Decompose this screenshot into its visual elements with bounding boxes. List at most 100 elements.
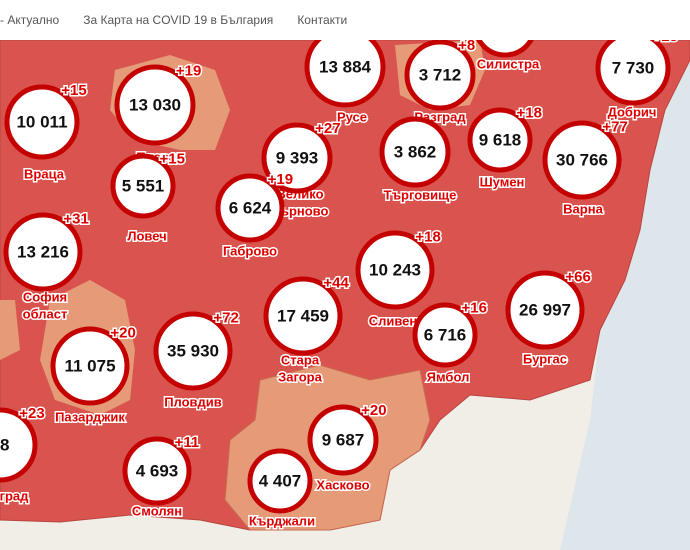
- marker-circle: [263, 276, 343, 356]
- new-cases: +16: [462, 300, 487, 317]
- case-count: 10 011: [16, 112, 67, 131]
- region-name: Варна: [563, 201, 603, 216]
- nav-link[interactable]: За Карта на COVID 19 в България: [83, 13, 274, 27]
- region-marker: 9 687 +20: [307, 400, 388, 476]
- nav-link[interactable]: Контакти: [297, 13, 348, 27]
- marker-circle: [307, 404, 379, 476]
- case-count: 26 997: [519, 300, 571, 319]
- region-name: Ямбол: [427, 369, 470, 384]
- marker-circle: [476, 40, 534, 58]
- new-cases: +20: [110, 324, 135, 341]
- marker-circle: [467, 107, 533, 173]
- sea: [560, 40, 690, 550]
- marker-circle: [50, 326, 130, 406]
- new-cases: +77: [602, 118, 627, 135]
- region-marker: 26 997 +66: [505, 267, 592, 350]
- region-marker: 9 618 +18: [467, 103, 543, 173]
- new-cases: +20: [361, 402, 386, 419]
- new-cases: +8: [458, 40, 475, 54]
- nav-bar: - Актуално За Карта на COVID 19 в Българ…: [0, 0, 690, 41]
- region-marker: 13 884: [304, 40, 386, 108]
- region-marker: 10 011 +15: [4, 81, 88, 160]
- region-marker: 17 459 +44: [263, 273, 351, 356]
- marker-circle: [122, 436, 192, 506]
- case-count: 35 930: [167, 341, 219, 360]
- region-name: Шумен: [480, 174, 525, 189]
- marker-circle: [3, 212, 83, 292]
- marker-circle: [595, 40, 671, 106]
- region-marker: 9 393 +27: [261, 118, 342, 194]
- marker-circle: [412, 302, 478, 368]
- new-cases: +27: [315, 120, 340, 137]
- region-name: Пловдив: [164, 394, 222, 409]
- region-name: Сливен: [369, 313, 418, 328]
- case-count: 5 551: [122, 176, 165, 195]
- region-marker: 35 930 +72: [153, 308, 240, 391]
- region-name: Хасково: [316, 477, 369, 492]
- region-name: Добрич: [608, 104, 657, 119]
- case-count: 3 862: [394, 142, 437, 161]
- region-name: Търговище: [384, 187, 457, 202]
- case-count: 98: [0, 435, 9, 454]
- region-marker: 7 730 +13: [595, 40, 679, 106]
- marker-circle: [304, 40, 386, 108]
- region-marker: 30 766 +77: [542, 117, 629, 200]
- new-cases: +19: [176, 63, 201, 80]
- marker-circle: [110, 153, 176, 219]
- region-name: Кърджали: [249, 513, 315, 528]
- marker-circle: [355, 230, 435, 310]
- case-count: 7 730: [612, 58, 655, 77]
- region-marker: 98 +23: [0, 404, 46, 483]
- region-name: Стара: [281, 352, 320, 367]
- new-cases: +15: [160, 151, 185, 168]
- region-name: Смолян: [132, 503, 182, 518]
- marker-circle: [542, 120, 622, 200]
- new-cases: +18: [517, 105, 542, 122]
- region-marker: 6 624 +19: [215, 169, 295, 243]
- marker-circle: [4, 84, 80, 160]
- case-count: 4 407: [259, 471, 302, 490]
- case-count: 13 884: [319, 57, 372, 76]
- region-orange: [0, 300, 20, 360]
- case-count: 9 687: [322, 430, 365, 449]
- region-marker: 5 551 +15: [110, 149, 186, 219]
- region-marker: 4 693 +11: [122, 432, 201, 506]
- new-cases: +72: [213, 309, 238, 326]
- new-cases: +11: [175, 434, 200, 451]
- case-count: 13 216: [17, 242, 69, 261]
- case-count: 9 393: [276, 148, 319, 167]
- marker-circle: [153, 311, 233, 391]
- case-count: 9 618: [479, 130, 522, 149]
- nav-link[interactable]: - Актуално: [0, 13, 60, 27]
- new-cases: +13: [652, 40, 677, 45]
- region-marker: 13 216 +31: [3, 209, 90, 292]
- case-count: 3 712: [419, 65, 462, 84]
- region-name: Русе: [337, 109, 367, 124]
- region-marker: 6 716 +16: [412, 298, 488, 368]
- new-cases: +44: [323, 274, 349, 291]
- region-name: Силистра: [477, 56, 540, 71]
- marker-circle: [404, 40, 476, 111]
- region-marker: 4 407: [247, 448, 313, 514]
- region-name: Бургас: [523, 351, 567, 366]
- marker-circle: [261, 122, 333, 194]
- new-cases: +31: [63, 210, 88, 227]
- region-name: област: [23, 306, 68, 321]
- region-name: София: [23, 289, 67, 304]
- case-count: 17 459: [277, 306, 329, 325]
- case-count: 6 716: [424, 325, 467, 344]
- new-cases: +18: [415, 228, 440, 245]
- marker-circle: [0, 407, 38, 483]
- region-name: вград: [0, 488, 29, 503]
- marker-circle: [247, 448, 313, 514]
- case-count: 4 693: [136, 461, 179, 480]
- region-marker: 3 862: [379, 116, 451, 188]
- region-name: Враца: [24, 166, 65, 181]
- region-name: Габрово: [223, 243, 277, 258]
- marker-circle: [114, 64, 196, 146]
- case-count: 30 766: [556, 150, 608, 169]
